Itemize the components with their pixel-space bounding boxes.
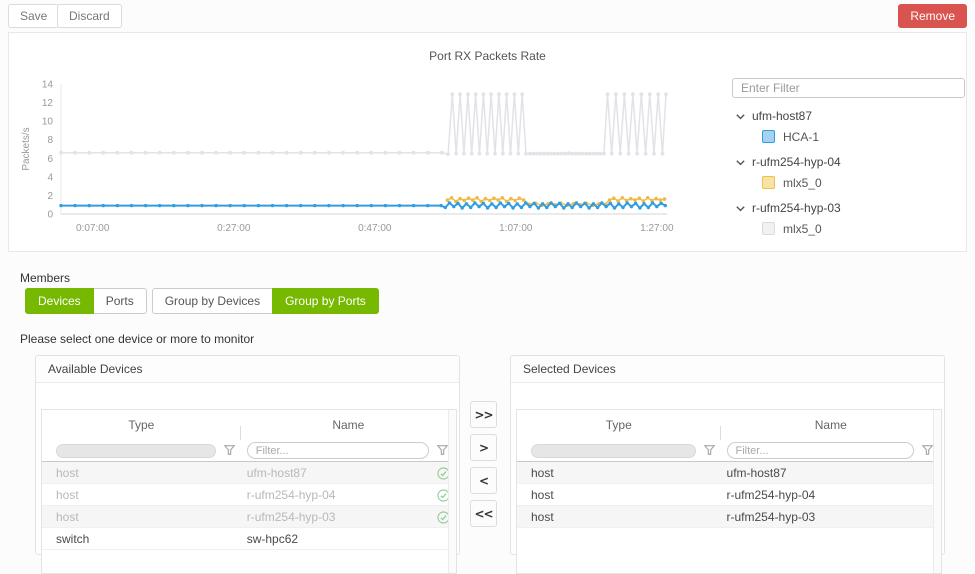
chart-panel: Port RX Packets Rate 0 2 4 6 8 10 12 14 0:07:00 0… [8,32,967,252]
tree-node-r-ufm254-hyp-04[interactable]: r-ufm254-hyp-04 [736,155,969,169]
members-button-group-by-devices[interactable]: Group by Devices [151,288,274,314]
tree-leaf-mlx5_0[interactable]: mlx5_0 [762,174,969,191]
members-button-ports[interactable]: Ports [92,288,147,314]
column-header-type[interactable]: Type [517,418,721,440]
cell-name: r-ufm254-hyp-03 [726,509,816,524]
svg-text:4: 4 [47,172,53,183]
table-row[interactable]: host r-ufm254-hyp-03 [517,506,941,528]
cell-name: ufm-host87 [726,465,787,480]
svg-text:1:07:00: 1:07:00 [499,223,533,234]
column-header-name[interactable]: Name [332,418,365,432]
filter-row [517,418,941,462]
legend-tree: ufm-host87 HCA-1 r-ufm254-hyp-04 mlx5_0 r-uf… [736,99,969,237]
name-filter-input[interactable] [246,442,429,459]
discard-button[interactable]: Discard [57,4,122,28]
available-devices-table: Type Name host ufm-host87 host r-ufm254-hyp… [41,409,457,574]
cell-type: switch [56,531,90,546]
select-device-hint: Please select one device or more to moni… [20,332,255,346]
svg-text:0:07:00: 0:07:00 [76,223,110,234]
series-checkbox[interactable] [762,222,775,235]
table-row[interactable]: host r-ufm254-hyp-04 [517,484,941,506]
tree-leaf-HCA-1[interactable]: HCA-1 [762,128,969,145]
cell-name: r-ufm254-hyp-04 [726,487,816,502]
series-ufm-host87 HCA-1 [61,201,666,210]
members-label: Members [20,271,71,285]
chevron-down-icon[interactable] [736,109,745,123]
chevron-down-icon[interactable] [736,201,745,215]
name-filter-input[interactable] [726,442,914,459]
cell-type: host [531,465,554,480]
table-row[interactable]: host ufm-host87 [517,462,941,484]
table-row[interactable]: host ufm-host87 [42,462,456,484]
type-filter-disabled [531,443,696,458]
svg-text:2: 2 [47,191,53,202]
column-header-name[interactable]: Name [814,418,847,432]
svg-text:0:47:00: 0:47:00 [358,223,392,234]
filter-row [42,418,456,462]
funnel-icon[interactable] [223,444,236,458]
svg-text:Packets/s: Packets/s [21,127,32,170]
cell-type: host [531,509,554,524]
members-button-row: Devices Ports Group by Devices Group by Por… [25,288,384,314]
svg-text:10: 10 [42,117,54,128]
cell-name: r-ufm254-hyp-03 [241,510,456,524]
cell-type: host [56,487,79,502]
members-button-devices[interactable]: Devices [25,288,94,314]
table-header: Type Name [517,410,941,440]
funnel-icon[interactable] [703,444,715,458]
cell-type: host [531,487,554,502]
chevron-down-icon[interactable] [736,155,745,169]
tree-leaf-mlx5_0[interactable]: mlx5_0 [762,220,969,237]
svg-text:0: 0 [47,210,53,221]
table-scrollbar[interactable] [933,410,941,573]
funnel-icon[interactable] [436,444,449,458]
chart-title: Port RX Packets Rate [429,49,546,63]
members-button-group-by-ports[interactable]: Group by Ports [272,288,379,314]
selected-devices-title: Selected Devices [511,356,944,383]
cell-name: ufm-host87 [241,466,456,480]
legend-filter-input[interactable] [732,78,965,98]
available-devices-panel: Available Devices Type Name host ufm-host… [35,355,460,574]
tree-node-ufm-host87[interactable]: ufm-host87 [736,109,969,123]
save-button[interactable]: Save [8,4,60,28]
svg-text:1:27:00: 1:27:00 [640,223,674,234]
table-header: Type Name [42,410,456,440]
rx-packets-chart: 0 2 4 6 8 10 12 14 0:07:00 0:27:00 0:47:00 1:07:00 1… [21,80,674,235]
svg-text:14: 14 [42,80,54,91]
type-filter-disabled [56,443,216,458]
move-all-right-button[interactable]: >> [470,401,497,428]
cell-type: host [56,465,79,480]
selected-devices-panel: Selected Devices Type Name host ufm-host8… [510,355,945,574]
svg-text:0:27:00: 0:27:00 [217,223,251,234]
series-r-ufm254-hyp-03 mlx5_0 [61,94,667,156]
move-left-button[interactable]: < [470,467,497,494]
move-all-left-button[interactable]: << [470,500,497,527]
series-checkbox[interactable] [762,130,775,143]
svg-text:6: 6 [47,154,53,165]
available-devices-title: Available Devices [36,356,459,383]
column-header-type[interactable]: Type [42,418,241,440]
remove-button[interactable]: Remove [898,4,967,28]
cell-name: sw-hpc62 [246,531,299,546]
transfer-buttons: >> > < << [470,401,497,527]
series-checkbox[interactable] [762,176,775,189]
svg-text:12: 12 [42,98,54,109]
tree-node-r-ufm254-hyp-03[interactable]: r-ufm254-hyp-03 [736,201,969,215]
table-row[interactable]: host r-ufm254-hyp-04 [42,484,456,506]
table-row[interactable]: host r-ufm254-hyp-03 [42,506,456,528]
selected-devices-table: Type Name host ufm-host87 host r-ufm254-hyp… [516,409,942,574]
cell-name: r-ufm254-hyp-04 [241,488,456,502]
move-right-button[interactable]: > [470,434,497,461]
table-scrollbar[interactable] [448,410,456,573]
funnel-icon[interactable] [921,444,934,458]
svg-text:8: 8 [47,135,53,146]
cell-type: host [56,509,79,524]
